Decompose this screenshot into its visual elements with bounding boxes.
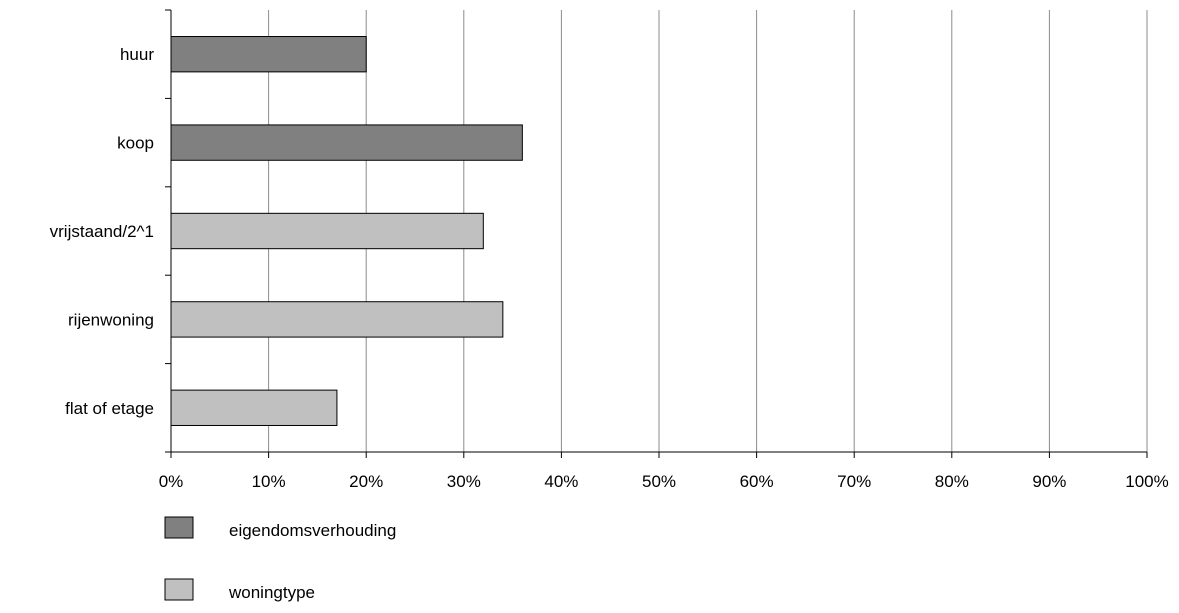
- x-tick-label: 100%: [1125, 472, 1168, 491]
- legend-swatch: [164, 516, 194, 539]
- bar: [170, 124, 523, 161]
- bar: [170, 389, 338, 426]
- category-label: koop: [117, 134, 154, 153]
- legend-label: woningtype: [228, 583, 315, 602]
- legend-swatch: [164, 578, 194, 601]
- category-label: vrijstaand/2^1: [50, 222, 154, 241]
- x-tick-label: 40%: [544, 472, 578, 491]
- category-label: rijenwoning: [68, 310, 154, 329]
- x-tick-label: 70%: [837, 472, 871, 491]
- x-tick-label: 80%: [935, 472, 969, 491]
- bar: [170, 301, 504, 338]
- bar: [170, 36, 367, 73]
- category-label: huur: [120, 45, 154, 64]
- x-tick-label: 10%: [252, 472, 286, 491]
- x-tick-label: 30%: [447, 472, 481, 491]
- x-tick-label: 60%: [740, 472, 774, 491]
- x-tick-label: 0%: [159, 472, 184, 491]
- x-tick-label: 20%: [349, 472, 383, 491]
- category-label: flat of etage: [65, 399, 154, 418]
- bar: [170, 212, 484, 250]
- x-tick-label: 50%: [642, 472, 676, 491]
- legend-label: eigendomsverhouding: [229, 521, 396, 540]
- x-tick-label: 90%: [1032, 472, 1066, 491]
